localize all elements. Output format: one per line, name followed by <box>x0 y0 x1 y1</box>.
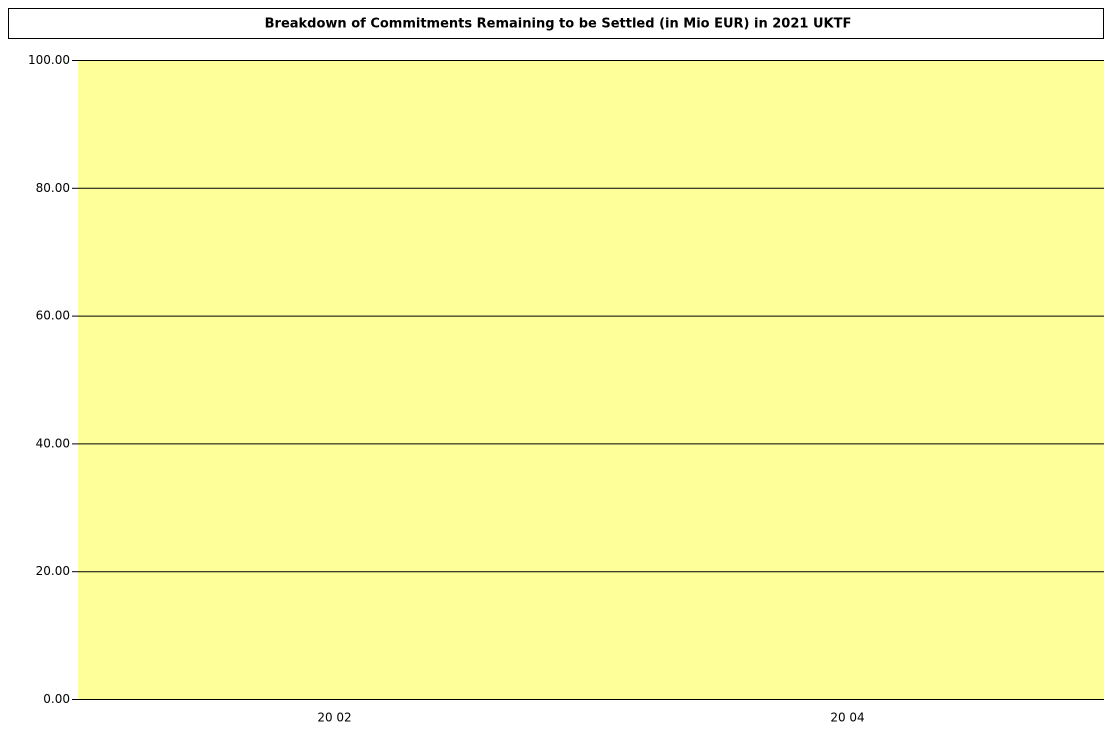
title-box <box>8 8 1104 39</box>
y-tick-label: 20.00 <box>36 564 70 578</box>
y-tick-label: 100.00 <box>28 53 70 67</box>
y-tick-label: 60.00 <box>36 309 70 323</box>
x-tick-label: 20 04 <box>830 711 864 725</box>
y-tick-label: 80.00 <box>36 181 70 195</box>
y-tick-label: 0.00 <box>43 692 70 706</box>
plot-area <box>78 60 1104 699</box>
chart-title: Breakdown of Commitments Remaining to be… <box>265 17 852 32</box>
y-tick-label: 40.00 <box>36 436 70 450</box>
x-tick-label: 20 02 <box>317 711 351 725</box>
